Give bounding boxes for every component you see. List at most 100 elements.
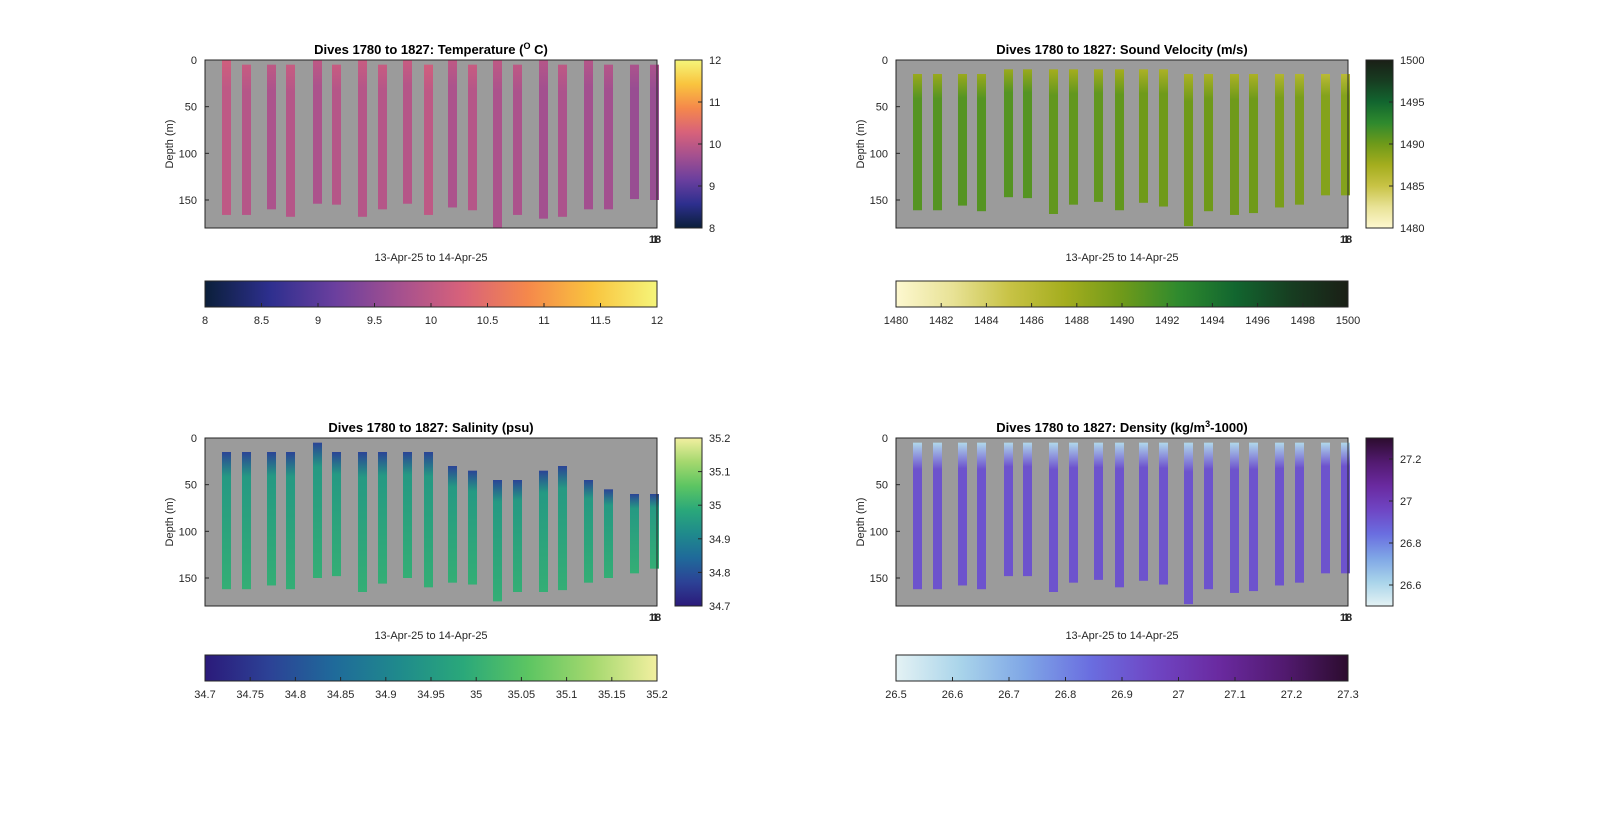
x-tick-label: 1 <box>1343 234 1349 246</box>
dive-profile <box>1295 442 1304 583</box>
colorbar-tick-label: 11 <box>538 315 549 327</box>
dive-profile <box>513 64 522 215</box>
colorbar-tick-label: 26.9 <box>1111 689 1132 701</box>
dive-profile <box>358 60 367 217</box>
colorbar-tick-label: 35.1 <box>556 689 577 701</box>
dive-profile <box>493 480 502 602</box>
dive-profile <box>378 64 387 210</box>
dive-profile <box>1249 74 1258 214</box>
subplot-3: Dives 1780 to 1827: Salinity (psu) 0 50 100… <box>164 420 730 701</box>
colorbar-tick-label: 10 <box>709 139 721 151</box>
colorbar-tick-label: 27.2 <box>1400 454 1421 466</box>
dive-profile <box>604 64 613 210</box>
colorbar-tick-label: 35.2 <box>709 433 730 445</box>
dive-profile <box>468 64 477 211</box>
dive-profile <box>468 470 477 585</box>
y-tick-label: 150 <box>870 573 888 585</box>
y-tick-label: 150 <box>179 195 197 207</box>
x-tick-label: 1 <box>1343 612 1349 624</box>
colorbar-tick-label: 34.85 <box>327 689 355 701</box>
dive-profile <box>1069 69 1078 205</box>
dive-profile <box>1159 69 1168 207</box>
subplot-2: Dives 1780 to 1827: Sound Velocity (m/s)… <box>855 42 1424 327</box>
dive-profile <box>513 480 522 592</box>
dive-profile <box>650 64 659 201</box>
dive-profile <box>242 64 251 215</box>
colorbar-tick-label: 35.2 <box>646 689 667 701</box>
colorbar-tick-label: 9.5 <box>367 315 382 327</box>
dive-profile <box>424 452 433 588</box>
dive-profile <box>650 494 659 569</box>
dive-profile <box>313 442 322 578</box>
x-axis-label: 13-Apr-25 to 14-Apr-25 <box>374 252 487 264</box>
colorbar-tick-label: 27.1 <box>1224 689 1245 701</box>
colorbar-tick-label: 11 <box>709 97 720 109</box>
dive-profile <box>403 60 412 204</box>
x-axis-label: 13-Apr-25 to 14-Apr-25 <box>374 630 487 642</box>
colorbar-tick-label: 1480 <box>884 315 908 327</box>
y-tick-label: 0 <box>191 55 197 67</box>
y-tick-label: 100 <box>870 526 888 538</box>
y-tick-label: 150 <box>870 195 888 207</box>
colorbar-tick-label: 9 <box>709 181 715 193</box>
colorbar-tick-label: 27.3 <box>1337 689 1358 701</box>
colorbar-bottom <box>204 280 658 308</box>
colorbar-tick-label: 1486 <box>1019 315 1043 327</box>
dive-profile <box>1049 69 1058 214</box>
dive-profile <box>1204 442 1213 590</box>
colorbar-tick-label: 34.8 <box>709 567 730 579</box>
dive-profile <box>1023 442 1032 577</box>
dive-profile <box>286 64 295 217</box>
dive-profile <box>378 452 387 584</box>
dive-profile <box>448 60 457 208</box>
dive-profile <box>1341 442 1350 574</box>
colorbar-tick-label: 1485 <box>1400 181 1424 193</box>
dive-profile <box>448 466 457 583</box>
colorbar-tick-label: 35.15 <box>598 689 626 701</box>
colorbar-tick-label: 26.5 <box>885 689 906 701</box>
x-tick-label: 18 <box>649 234 661 246</box>
dive-profile <box>630 64 639 200</box>
subplot-4: Dives 1780 to 1827: Density (kg/m3-1000)… <box>855 419 1421 701</box>
colorbar-tick-label: 26.6 <box>1400 580 1421 592</box>
dive-profile <box>958 442 967 586</box>
dive-profile <box>933 442 942 590</box>
colorbar-right <box>1365 437 1394 607</box>
colorbar-tick-label: 1488 <box>1065 315 1089 327</box>
colorbar-tick-label: 1495 <box>1400 97 1424 109</box>
dive-profile <box>1184 442 1193 605</box>
colorbar-tick-label: 10 <box>425 315 437 327</box>
y-tick-label: 100 <box>179 148 197 160</box>
dive-profile <box>539 470 548 592</box>
dive-profile <box>584 60 593 210</box>
plot-frame <box>895 437 1349 607</box>
colorbar-tick-label: 8 <box>202 315 208 327</box>
colorbar-tick-label: 10.5 <box>477 315 498 327</box>
plot-title: Dives 1780 to 1827: Salinity (psu) <box>328 420 533 435</box>
dive-profile <box>1341 74 1350 196</box>
colorbar-tick-label: 34.7 <box>709 601 730 613</box>
y-tick-label: 100 <box>179 526 197 538</box>
y-axis-label: Depth (m) <box>855 120 867 169</box>
y-tick-label: 0 <box>882 55 888 67</box>
colorbar-tick-label: 1482 <box>929 315 953 327</box>
colorbar-right <box>674 59 703 229</box>
dive-profile <box>913 74 922 211</box>
colorbar-tick-label: 9 <box>315 315 321 327</box>
dive-profile <box>933 74 942 211</box>
dive-profile <box>977 442 986 590</box>
x-tick-label: 1 <box>652 612 658 624</box>
colorbar-tick-label: 35 <box>470 689 482 701</box>
colorbar-right <box>674 437 703 607</box>
dive-profile <box>222 452 231 590</box>
colorbar-tick-label: 34.9 <box>375 689 396 701</box>
colorbar-bottom <box>204 654 658 682</box>
dive-profile <box>1159 442 1168 585</box>
dive-profile <box>424 64 433 215</box>
dive-profile <box>403 452 412 578</box>
colorbar-tick-label: 1500 <box>1400 55 1424 67</box>
dive-profile <box>977 74 986 212</box>
dive-profile <box>1115 442 1124 588</box>
dive-profile <box>1139 69 1148 203</box>
y-axis-label: Depth (m) <box>855 498 867 547</box>
